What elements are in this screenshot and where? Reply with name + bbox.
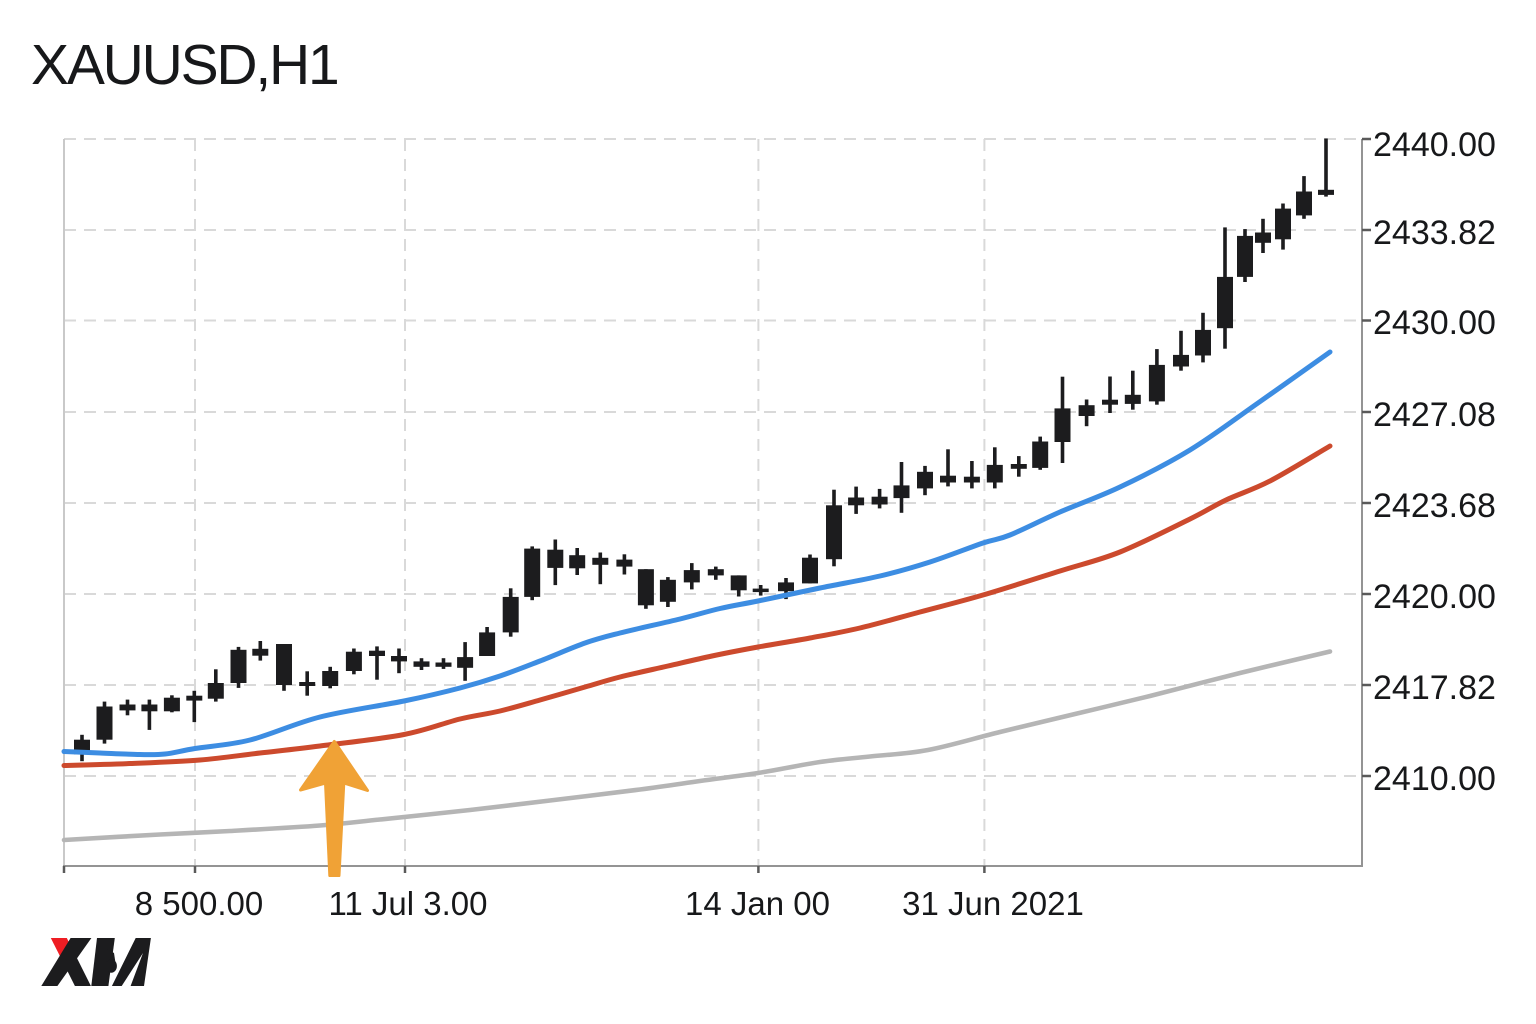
svg-text:2417.82: 2417.82 xyxy=(1373,669,1496,707)
svg-text:2410.00: 2410.00 xyxy=(1373,760,1496,798)
svg-text:2423.68: 2423.68 xyxy=(1373,487,1496,525)
svg-text:2430.00: 2430.00 xyxy=(1373,304,1496,342)
svg-text:8 500.00: 8 500.00 xyxy=(135,885,263,922)
svg-text:31 Jun 2021: 31 Jun 2021 xyxy=(902,885,1084,922)
svg-text:2427.08: 2427.08 xyxy=(1373,396,1496,434)
svg-text:2440.00: 2440.00 xyxy=(1373,126,1496,164)
svg-text:2433.82: 2433.82 xyxy=(1373,214,1496,252)
svg-text:XAUUSD,H1: XAUUSD,H1 xyxy=(31,33,337,97)
svg-text:14 Jan 00: 14 Jan 00 xyxy=(685,885,830,922)
svg-text:2420.00: 2420.00 xyxy=(1373,578,1496,616)
svg-text:11 Jul 3.00: 11 Jul 3.00 xyxy=(328,885,487,922)
